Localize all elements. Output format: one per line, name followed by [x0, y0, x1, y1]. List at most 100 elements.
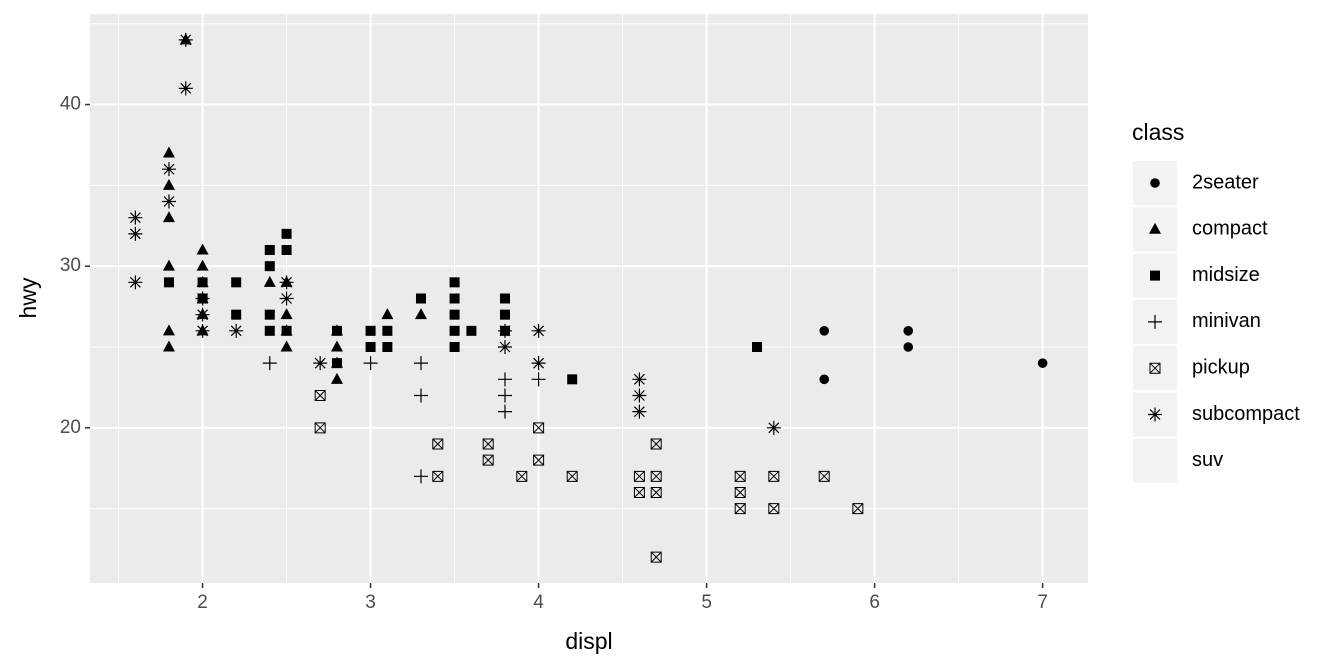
point — [432, 470, 444, 482]
legend-label: pickup — [1192, 356, 1250, 378]
point — [632, 388, 647, 403]
dot — [281, 228, 292, 239]
point — [533, 422, 545, 434]
point — [819, 326, 830, 336]
point — [162, 324, 175, 336]
dot — [768, 470, 780, 482]
point — [531, 323, 546, 338]
dot — [497, 388, 512, 403]
dot — [768, 503, 780, 515]
y-tick-label: 30 — [60, 255, 81, 276]
point — [567, 374, 578, 385]
dot — [903, 342, 914, 352]
dot — [196, 243, 209, 255]
dot — [819, 374, 830, 385]
point — [903, 342, 914, 352]
point — [766, 420, 781, 435]
dot — [734, 470, 746, 482]
x-axis-title: displ — [565, 628, 612, 654]
dot — [1148, 314, 1162, 329]
point — [331, 325, 342, 336]
dot — [650, 551, 662, 563]
point — [330, 372, 343, 384]
dot — [128, 210, 143, 225]
point — [280, 340, 293, 352]
point — [264, 261, 275, 272]
point — [449, 277, 460, 288]
dot — [482, 438, 494, 450]
point — [264, 245, 275, 256]
point — [162, 340, 175, 352]
point — [128, 275, 143, 290]
point — [313, 356, 328, 371]
point — [497, 388, 512, 403]
x-tick-label: 7 — [1037, 592, 1048, 613]
dot — [567, 374, 578, 385]
point — [499, 293, 510, 304]
point — [566, 470, 578, 482]
point — [381, 308, 394, 320]
dot — [314, 389, 326, 401]
legend-symbol — [1150, 178, 1160, 188]
point — [279, 291, 294, 306]
legend-label: minivan — [1192, 310, 1261, 332]
dot — [331, 358, 342, 369]
dot — [633, 470, 645, 482]
point — [195, 307, 210, 322]
point — [650, 438, 662, 450]
point — [497, 323, 512, 338]
point — [650, 551, 662, 563]
point — [365, 325, 376, 336]
dot — [365, 325, 376, 336]
x-tick-label: 2 — [197, 592, 208, 613]
dot — [413, 469, 428, 484]
point — [852, 503, 864, 515]
dot — [1149, 362, 1161, 374]
point — [196, 243, 209, 255]
dot — [482, 454, 494, 466]
dot — [818, 470, 830, 482]
point — [128, 226, 143, 241]
point — [497, 339, 512, 354]
dot — [650, 470, 662, 482]
point — [231, 277, 242, 288]
dot — [632, 404, 647, 419]
dot — [231, 309, 242, 320]
legend-label: subcompact — [1192, 403, 1300, 425]
dot — [264, 309, 275, 320]
dot — [903, 326, 914, 336]
dot — [178, 32, 193, 47]
point — [449, 341, 460, 352]
point — [163, 277, 174, 288]
legend-label: midsize — [1192, 264, 1260, 286]
dot — [262, 356, 277, 371]
dot — [330, 372, 343, 384]
point — [497, 404, 512, 419]
point — [196, 259, 209, 271]
point — [633, 486, 645, 498]
dot — [566, 470, 578, 482]
dot — [162, 178, 175, 190]
point — [178, 81, 193, 96]
legend-label: suv — [1192, 449, 1223, 471]
dot — [632, 388, 647, 403]
point — [162, 259, 175, 271]
point — [633, 470, 645, 482]
dot — [466, 325, 477, 336]
dot — [432, 438, 444, 450]
point — [413, 469, 428, 484]
point — [195, 291, 210, 306]
dot — [331, 325, 342, 336]
x-tick-label: 4 — [533, 592, 544, 613]
point — [415, 293, 426, 304]
point — [314, 422, 326, 434]
dot — [280, 308, 293, 320]
point — [819, 374, 830, 385]
dot — [330, 340, 343, 352]
dot — [231, 277, 242, 288]
point — [314, 389, 326, 401]
dot — [195, 307, 210, 322]
dot — [449, 325, 460, 336]
dot — [1149, 222, 1161, 234]
point — [482, 454, 494, 466]
